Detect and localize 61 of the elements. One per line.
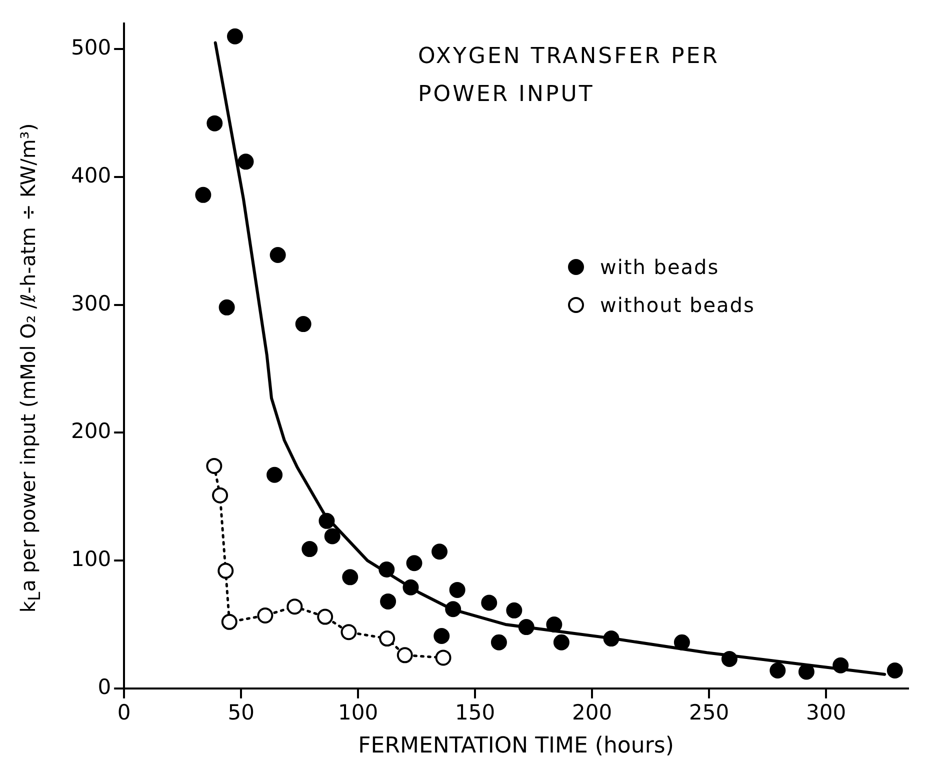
point [257,608,274,624]
y-tick-label: 100 [70,547,112,572]
text: OXYGEN TRANSFER PER POWER INPUT [418,43,720,109]
point [490,634,507,650]
point [434,628,450,644]
point [270,247,286,263]
point [396,647,413,664]
point [402,579,419,596]
x-tick-label: 200 [572,700,612,724]
point [798,664,814,680]
point [432,544,448,560]
y-tick-label: 0 [98,674,112,699]
point [302,541,318,558]
point [546,616,562,632]
point [603,630,620,647]
point [721,650,738,667]
x-tick-label: 300 [806,700,846,724]
point [286,598,303,615]
x-tick-label: 50 [228,700,254,724]
point [221,614,238,630]
point [206,115,223,132]
point [218,299,235,316]
legend-label: with beads [600,255,720,279]
point [195,186,212,203]
point [318,512,335,529]
y-tick-label: 200 [70,419,112,444]
y-tick-label: 500 [70,36,112,60]
point [317,608,334,625]
x-tick-label: 100 [338,700,378,724]
point [379,630,396,647]
y-tick-label: 400 [70,163,112,188]
x-tick-label: 150 [455,700,496,724]
point [518,619,534,636]
x-tick-label: 250 [689,700,730,724]
point [886,662,903,678]
point [324,528,340,544]
point [206,458,222,474]
point [435,650,452,666]
point [340,624,357,640]
x-axis-title: FERMENTATION TIME (hours) [358,734,674,759]
point [295,316,312,332]
point [406,555,422,572]
legend-label: without beads [600,293,755,317]
point [445,601,462,618]
point [218,562,234,579]
point [770,662,786,678]
point [238,154,254,170]
point [342,569,358,586]
point [378,562,395,578]
x-tick-label: 0 [117,700,131,724]
y-tick-label: 300 [70,291,112,316]
point [227,28,243,44]
point [506,602,522,618]
point [449,582,466,598]
point [266,466,283,483]
point [212,487,228,504]
point [832,657,849,674]
point [553,634,570,650]
point [380,593,396,610]
point [481,594,498,611]
point [674,634,690,650]
